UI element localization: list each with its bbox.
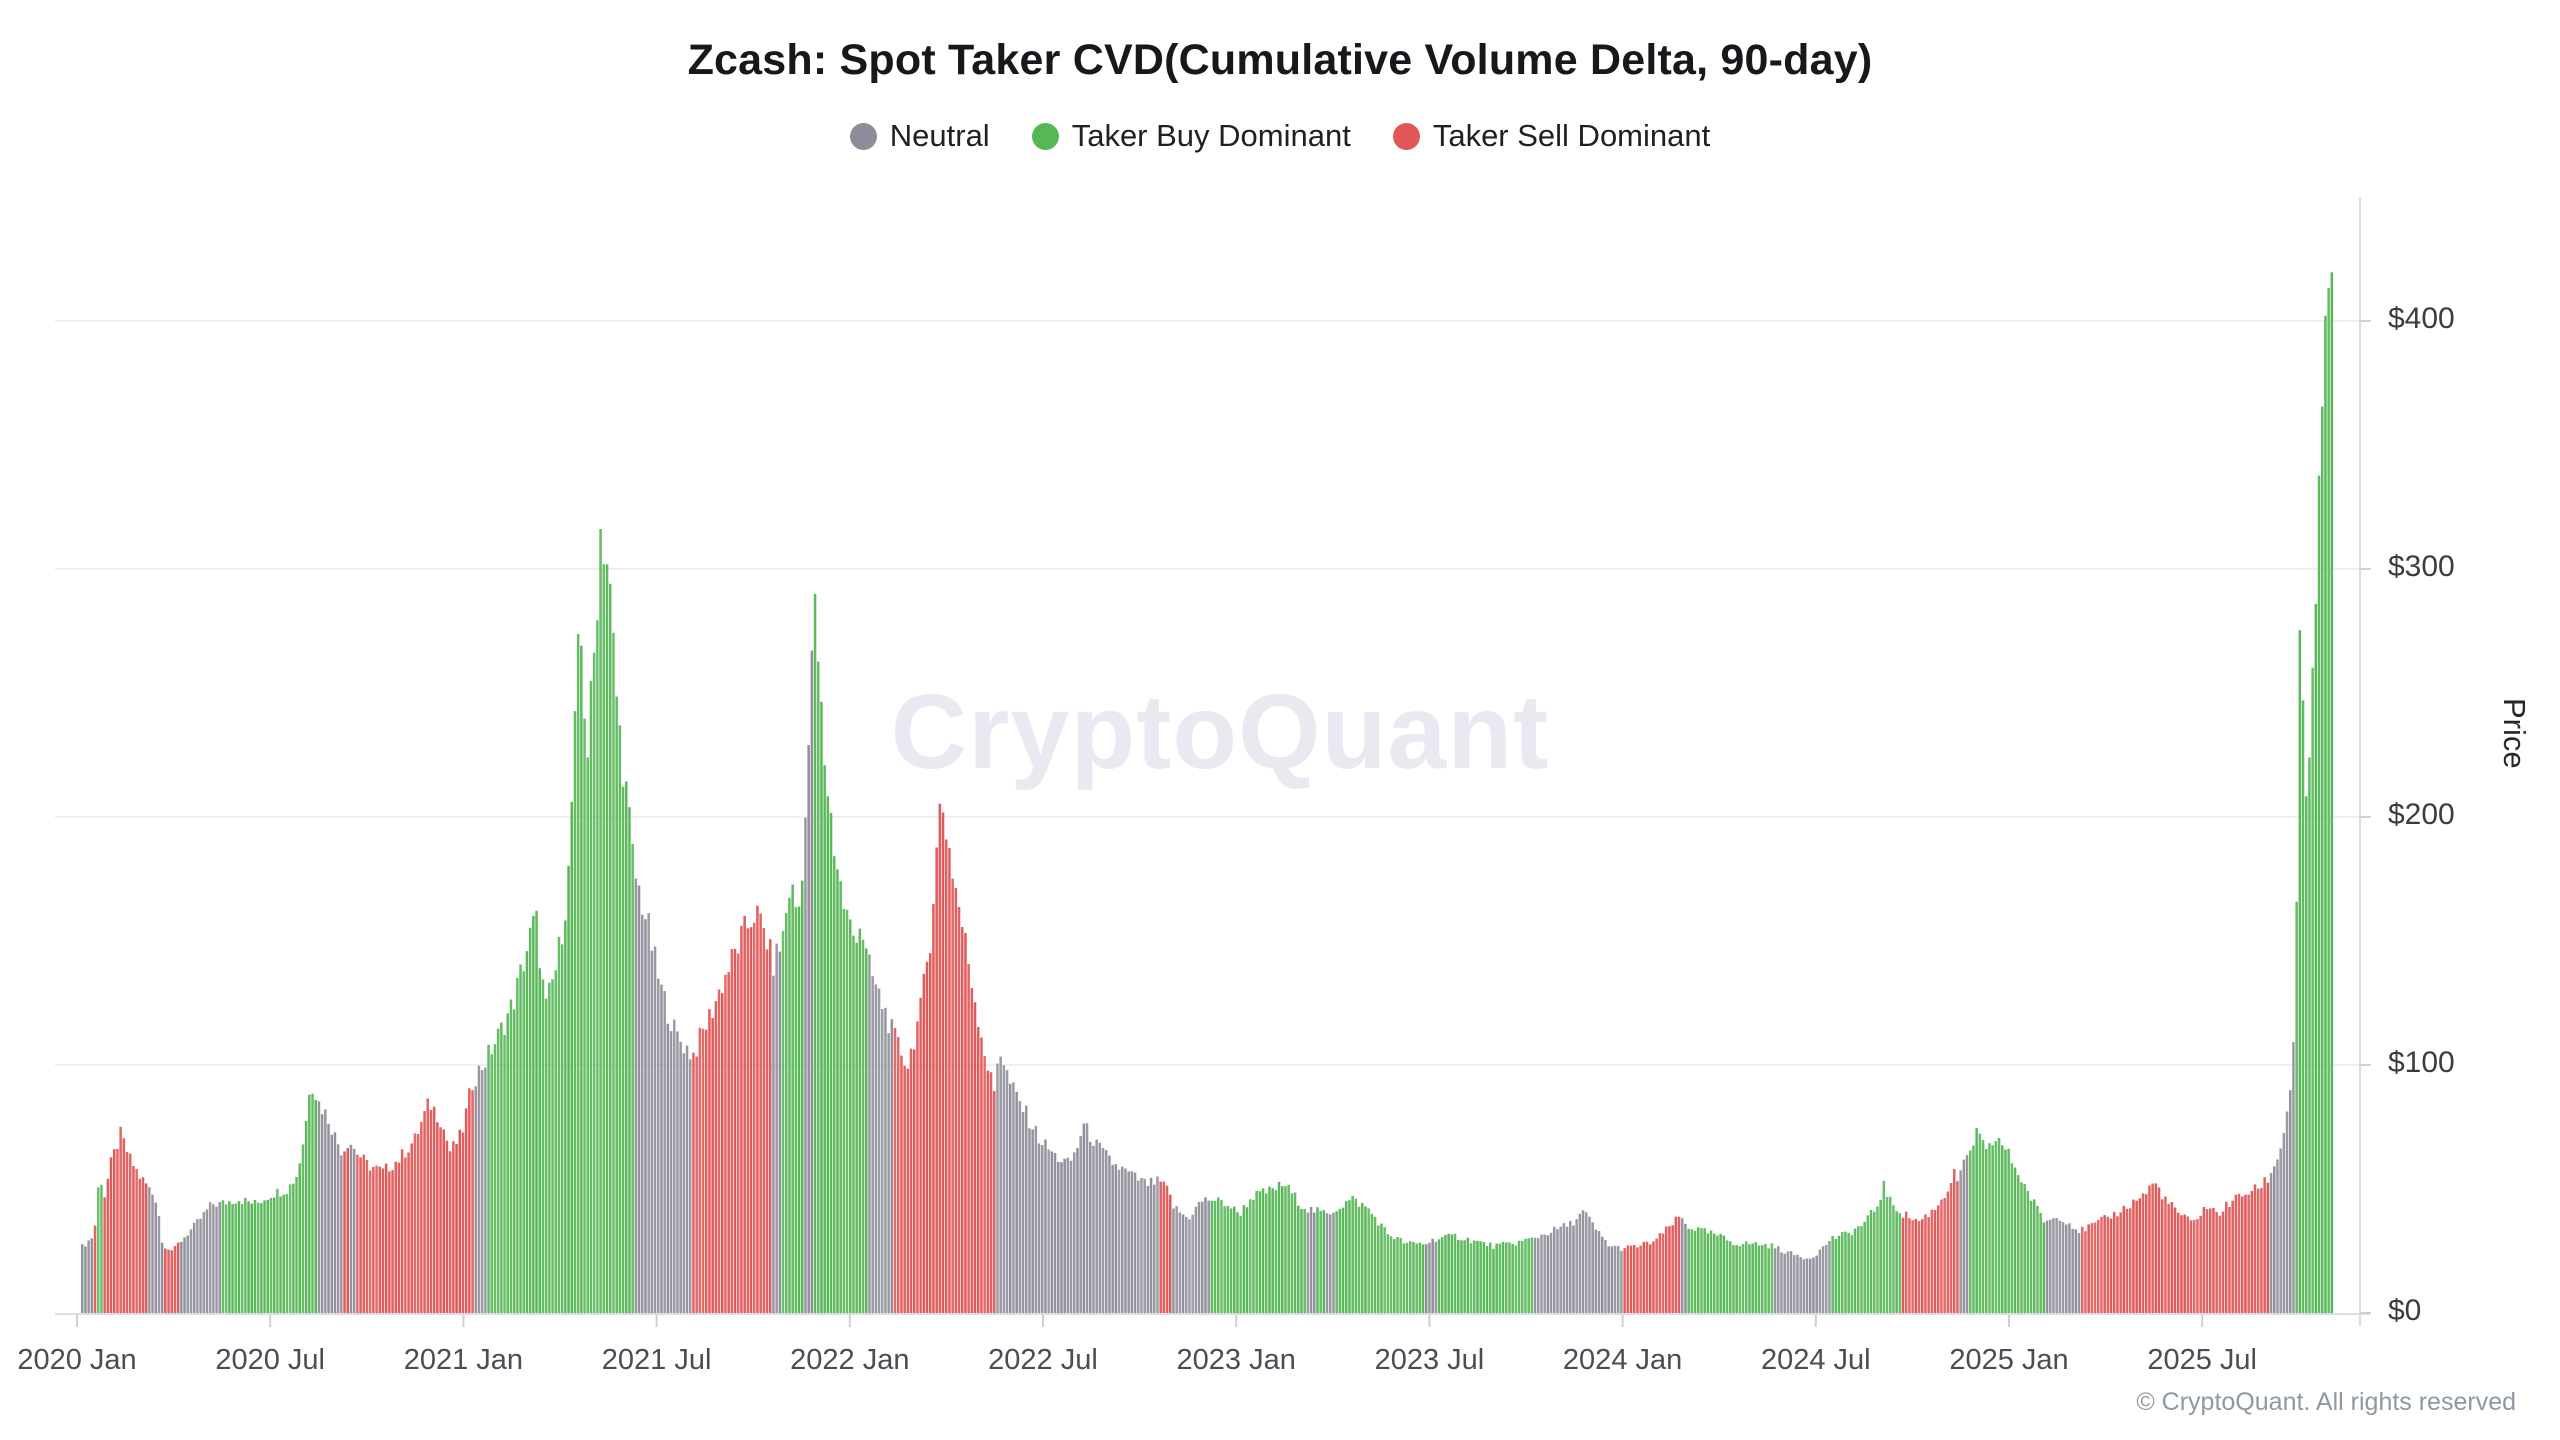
- x-tick-label: 2021 Jan: [403, 1344, 524, 1376]
- x-tick-label: 2025 Jul: [2147, 1344, 2258, 1376]
- y-tick-label: $300: [2388, 550, 2455, 583]
- y-tick-label: $200: [2388, 798, 2455, 831]
- y-tick-label: $100: [2388, 1046, 2455, 1079]
- x-tick-label: 2024 Jan: [1562, 1344, 1683, 1376]
- x-tick-label: 2022 Jul: [988, 1344, 1098, 1376]
- x-tick-label: 2020 Jan: [17, 1344, 137, 1376]
- taker-sell-dot-icon: [1392, 122, 1420, 150]
- legend-item-taker-buy[interactable]: Taker Buy Dominant: [1031, 118, 1351, 154]
- y-tick-label: $400: [2388, 302, 2455, 335]
- price-bars: [81, 272, 2334, 1314]
- legend: Neutral Taker Buy Dominant Taker Sell Do…: [0, 118, 2560, 154]
- copyright-notice: © CryptoQuant. All rights reserved: [2136, 1388, 2516, 1416]
- y-axis-title: Price: [2497, 698, 2532, 769]
- legend-label-neutral: Neutral: [889, 118, 990, 153]
- legend-label-taker-buy: Taker Buy Dominant: [1071, 118, 1351, 153]
- legend-item-neutral[interactable]: Neutral: [849, 118, 990, 154]
- x-tick-label: 2023 Jan: [1176, 1344, 1296, 1376]
- x-tick-label: 2025 Jan: [1949, 1344, 2069, 1376]
- neutral-dot-icon: [849, 122, 877, 150]
- chart-title: Zcash: Spot Taker CVD(Cumulative Volume …: [687, 36, 1873, 84]
- cryptoquant-watermark: CryptoQuant: [890, 673, 1550, 791]
- taker-buy-dot-icon: [1031, 122, 1059, 150]
- x-tick-label: 2022 Jan: [790, 1344, 910, 1376]
- x-tick-label: 2023 Jul: [1374, 1344, 1485, 1376]
- y-tick-label: $0: [2388, 1294, 2422, 1327]
- x-tick-label: 2020 Jul: [215, 1344, 326, 1376]
- legend-label-taker-sell: Taker Sell Dominant: [1432, 118, 1711, 153]
- legend-item-taker-sell[interactable]: Taker Sell Dominant: [1392, 118, 1711, 154]
- x-tick-label: 2021 Jul: [601, 1344, 712, 1376]
- x-tick-label: 2024 Jul: [1760, 1344, 1871, 1376]
